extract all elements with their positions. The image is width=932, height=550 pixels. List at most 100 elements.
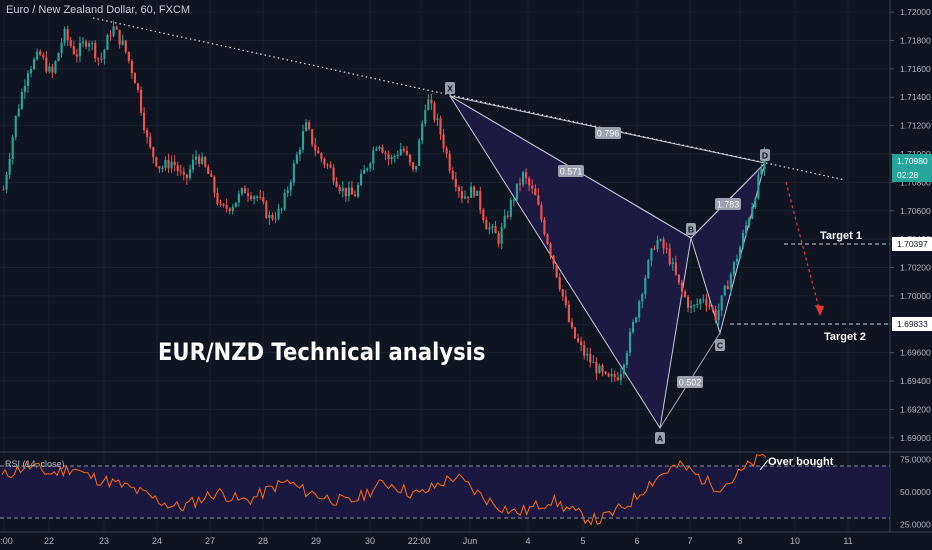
candle-body [705, 299, 708, 306]
ratio-label: 0.571 [560, 167, 583, 177]
time-label: 30 [365, 536, 375, 546]
rsi-tick-label: 75.0000 [900, 455, 931, 465]
candle-body [650, 248, 653, 261]
time-label: 11 [843, 536, 852, 546]
candle-body [515, 183, 519, 200]
rsi-tick-label: 50.0000 [900, 487, 931, 497]
projection-arrow [785, 181, 821, 313]
candle-body [463, 196, 467, 199]
candle-body [97, 58, 100, 60]
candle-body [127, 51, 130, 61]
candle-body [470, 186, 473, 199]
candle-body [100, 58, 103, 60]
rsi-tick-label: 25.0000 [900, 520, 931, 530]
candle-body [5, 174, 8, 190]
candle-body [298, 149, 302, 155]
current-price-badge-bg [892, 154, 932, 168]
candle-body [130, 60, 133, 74]
candle-body [216, 192, 219, 204]
price-tick-label: 1.69400 [900, 376, 931, 386]
candle-body [54, 61, 57, 73]
candle-body [482, 209, 485, 220]
symbol-title[interactable]: Euro / New Zealand Dollar, 60, FXCM [6, 4, 191, 16]
price-scale[interactable]: 1.720001.718001.716001.714001.712001.710… [890, 7, 932, 530]
candle-body [84, 41, 88, 47]
candle-body [531, 185, 534, 189]
candle-body [598, 365, 601, 374]
candle-body [363, 169, 366, 174]
time-label: Jun [463, 536, 478, 546]
ratio-label: 0.502 [679, 378, 702, 388]
candle-body [23, 85, 26, 93]
time-axis[interactable]: 2:00 22 23 24 27 28 29 30 22:00 Jun 4 5 6 7 8 10 11 [0, 531, 932, 546]
candle-body [259, 196, 262, 198]
candle-body [301, 131, 305, 150]
candle-body [433, 103, 436, 120]
candle-body [396, 155, 399, 157]
target1-label: Target 1 [820, 230, 862, 242]
time-label: 10 [790, 536, 800, 546]
candle-body [164, 160, 167, 168]
candle-body [573, 327, 577, 339]
main-pane[interactable] [0, 0, 890, 452]
candle-body [549, 243, 552, 256]
candle-body [735, 258, 739, 262]
candle-body [246, 193, 250, 196]
target1-price-badge-bg [892, 237, 932, 251]
candle-body [66, 28, 69, 41]
candle-body [635, 317, 638, 323]
candle-body [552, 255, 555, 265]
candle-body [118, 29, 121, 45]
candle-body [466, 196, 470, 199]
candle-body [271, 214, 274, 219]
candle-body [723, 285, 726, 296]
candle-body [540, 204, 543, 220]
candle-body [194, 156, 198, 160]
candle-body [436, 118, 439, 120]
candle-body [430, 99, 433, 104]
candle-body [33, 59, 36, 69]
candle-body [653, 248, 656, 250]
candle-body [543, 219, 546, 235]
countdown-badge-bg [892, 168, 932, 182]
candle-body [671, 262, 674, 265]
candle-body [188, 169, 192, 179]
candle-body [112, 26, 115, 36]
candle-body [283, 193, 286, 209]
candle-body [616, 377, 619, 381]
candle-body [488, 227, 491, 230]
candle-body [249, 195, 253, 199]
candle-body [415, 165, 418, 170]
candle-body [479, 190, 482, 210]
candle-body [564, 296, 567, 305]
candle-body [170, 161, 173, 169]
candle-body [274, 218, 277, 220]
candle-body [683, 291, 687, 297]
candle-body [702, 299, 705, 301]
candle-body [521, 172, 525, 185]
candle-body [726, 285, 729, 290]
candle-body [42, 54, 45, 58]
candle-body [133, 73, 137, 84]
point-badge [715, 339, 725, 351]
ratio-badge [595, 127, 621, 139]
candle-body [26, 73, 30, 86]
candle-body [69, 40, 72, 47]
candle-body [528, 178, 531, 186]
rsi-line [1, 453, 767, 526]
candle-body [381, 146, 384, 153]
price-tick-label: 1.70000 [900, 291, 931, 301]
candle-body [729, 274, 732, 290]
candle-body [78, 43, 81, 57]
rsi-pane[interactable]: RSI (14, close) Over bought [0, 453, 890, 526]
countdown-badge: 02:28 [897, 170, 919, 180]
candle-body [604, 371, 607, 374]
candle-body [625, 352, 629, 365]
candle-body [121, 40, 124, 45]
candle-body [607, 373, 610, 377]
candle-body [341, 187, 344, 192]
candle-body [265, 201, 268, 219]
candle-body [534, 188, 537, 196]
